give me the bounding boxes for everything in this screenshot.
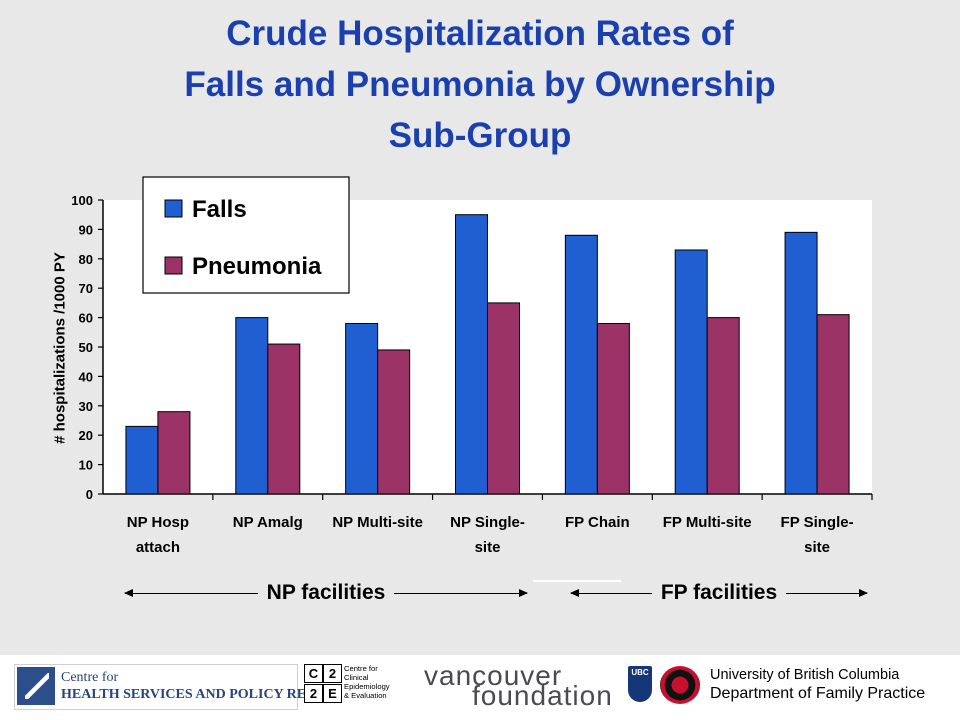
legend-swatch xyxy=(164,256,183,275)
y-tick-label: 90 xyxy=(79,222,93,237)
y-tick-label: 100 xyxy=(71,193,93,208)
ubc-logo-line-1: University of British Columbia xyxy=(710,667,900,683)
c2e-cell: 2 xyxy=(304,684,323,703)
x-tick-label: site xyxy=(804,539,830,556)
x-tick-label: FP Multi-site xyxy=(663,514,752,531)
chart-title-line-3: Sub-Group xyxy=(388,116,572,155)
y-axis-label: # hospitalizations /1000 PY xyxy=(51,252,69,444)
bar-falls xyxy=(784,231,818,495)
bar-pneumonia xyxy=(706,317,740,495)
chspr-logo-line-1: Centre for xyxy=(61,670,119,685)
chart-title: Crude Hospitalization Rates of Falls and… xyxy=(0,8,960,161)
y-tick-label: 0 xyxy=(86,487,93,502)
vancouver-foundation-logo: vancouver foundation xyxy=(420,660,618,711)
fp-facilities-label: FP facilities xyxy=(660,581,778,604)
bar-falls xyxy=(125,425,159,495)
ubc-logo: UBC University of British Columbia Depar… xyxy=(624,664,942,708)
c2e-logo-text: Centre for Clinical Epidemiology & Evalu… xyxy=(344,664,390,700)
chspr-logo-line-2: HEALTH SERVICES AND POLICY RESEARCH xyxy=(61,687,365,702)
vancouver-logo-line-1: vancouver xyxy=(424,660,563,691)
bar-falls xyxy=(674,249,708,495)
bar-chart: 0 10 20 30 40 50 60 70 80 90 100 NP Hosp attach NP Am… xyxy=(71,176,873,556)
c2e-cell: E xyxy=(323,684,342,703)
bar-pneumonia xyxy=(596,322,630,495)
legend-swatch xyxy=(164,199,183,218)
ubc-logo-line-2: Department of Family Practice xyxy=(710,685,926,702)
legend-label: Pneumonia xyxy=(192,253,322,280)
bar-falls xyxy=(564,234,598,495)
x-tick-label: attach xyxy=(136,539,180,556)
legend-label: Falls xyxy=(192,196,247,223)
x-tick-label: site xyxy=(475,539,501,556)
left-arrow-icon xyxy=(124,588,258,597)
bar-pneumonia xyxy=(487,302,520,495)
y-tick-label: 40 xyxy=(79,369,93,384)
ubc-shield-icon: UBC xyxy=(628,666,652,702)
right-arrow-icon xyxy=(786,588,868,597)
bar-pneumonia xyxy=(157,411,191,495)
x-tick-label: NP Single- xyxy=(450,514,525,531)
y-tick-label: 60 xyxy=(79,311,93,326)
chspr-emblem-icon xyxy=(17,667,55,705)
right-arrow-icon xyxy=(394,588,528,597)
vancouver-logo-line-2: foundation xyxy=(472,680,613,711)
np-facilities-range: NP facilities xyxy=(124,578,528,608)
y-tick-label: 10 xyxy=(79,458,93,473)
x-tick-label: FP Single- xyxy=(781,514,854,531)
divider xyxy=(533,580,621,582)
bar-falls xyxy=(345,322,379,495)
chspr-logo: Centre for HEALTH SERVICES AND POLICY RE… xyxy=(14,664,364,710)
x-tick-label: NP Amalg xyxy=(233,514,303,531)
x-tick-label: NP Hosp xyxy=(127,514,189,531)
bar-pneumonia xyxy=(377,349,411,495)
y-tick-label: 50 xyxy=(79,340,93,355)
bar-falls xyxy=(455,214,488,495)
x-tick-label: NP Multi-site xyxy=(332,514,423,531)
c2e-cell: C xyxy=(304,664,323,683)
left-arrow-icon xyxy=(570,588,652,597)
x-tick-label: FP Chain xyxy=(565,514,630,531)
y-tick-label: 20 xyxy=(79,428,93,443)
np-facilities-label: NP facilities xyxy=(266,581,386,604)
y-tick-label: 30 xyxy=(79,399,93,414)
bar-pneumonia xyxy=(816,314,850,495)
bar-pneumonia xyxy=(267,343,301,495)
fp-facilities-range: FP facilities xyxy=(570,578,868,608)
chart-title-line-2: Falls and Pneumonia by Ownership xyxy=(184,65,776,104)
bar-falls xyxy=(235,317,269,495)
chart-title-line-1: Crude Hospitalization Rates of xyxy=(226,14,734,53)
ubc-crest-icon xyxy=(660,666,700,704)
c2e-cell: 2 xyxy=(323,664,342,683)
y-tick-label: 80 xyxy=(79,252,93,267)
y-tick-label: 70 xyxy=(79,281,93,296)
c2e-logo: C 2 2 E Centre for Clinical Epidemiology… xyxy=(304,664,410,708)
